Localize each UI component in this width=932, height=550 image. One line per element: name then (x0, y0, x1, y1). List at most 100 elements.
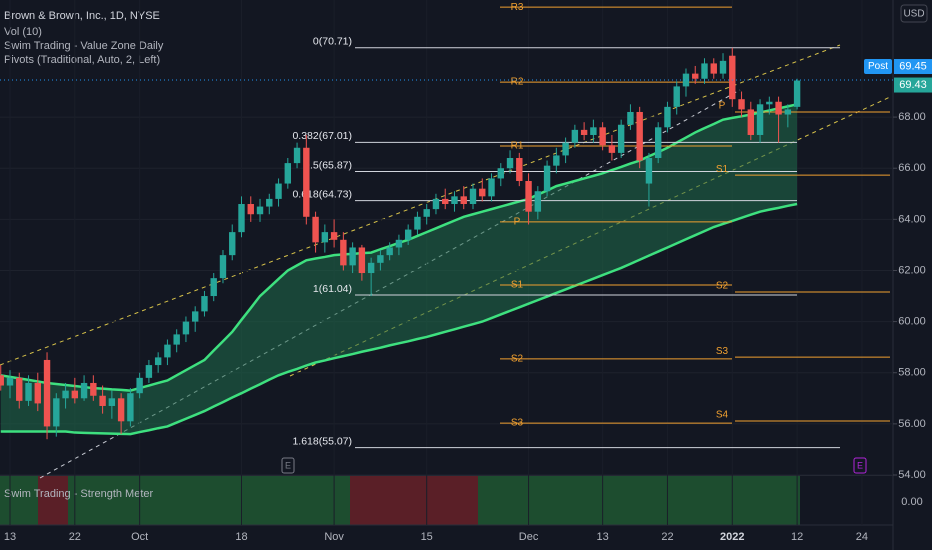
post-tag-label-bg (864, 59, 892, 75)
candle-body (0, 375, 4, 386)
candle-body (219, 255, 227, 279)
candle-body (747, 109, 754, 135)
candle-body (25, 382, 32, 401)
pivot-label: S2 (716, 281, 729, 292)
pivot-label: S3 (511, 418, 524, 429)
x-tick-label: 2022 (720, 531, 744, 543)
candle-body (766, 101, 773, 105)
candle-body (340, 239, 347, 266)
candle-body (145, 365, 153, 378)
candle-body (16, 377, 23, 401)
currency-box[interactable] (900, 4, 928, 23)
candle-body (275, 183, 282, 199)
candle-body (673, 86, 680, 107)
pivot-label: R1 (511, 141, 524, 152)
pivot-label: P (719, 101, 726, 112)
x-tick-label: 13 (597, 531, 609, 543)
candle-body (349, 247, 356, 266)
candle-body (432, 198, 440, 210)
candle-body (43, 359, 51, 427)
candle-body (386, 247, 393, 256)
candles (0, 47, 801, 440)
candle-body (367, 262, 375, 274)
fib-label: 0(70.71) (313, 36, 352, 48)
x-tick-label: 22 (69, 531, 81, 543)
candle-body (210, 278, 217, 297)
strength-meter-blocks (0, 475, 893, 525)
candle-body (451, 196, 458, 205)
candle-body (423, 209, 430, 217)
candle-body (701, 63, 708, 79)
fib-label: 1.618(55.07) (292, 435, 352, 447)
earnings-box (281, 457, 295, 474)
candle-body (442, 198, 449, 205)
x-tick-label: Dec (519, 531, 539, 543)
pivot-label: R2 (511, 77, 524, 88)
y-tick-label: 66.00 (898, 162, 926, 174)
candle-body (756, 104, 764, 135)
candle-body (636, 111, 643, 161)
indicator-label: Swim Trading - Value Zone Daily (4, 40, 164, 52)
candle-body (784, 109, 792, 115)
candle-body (53, 398, 60, 427)
pivot-label: S1 (716, 164, 729, 175)
candle-body (692, 73, 699, 79)
candle-body (775, 101, 782, 115)
candle-body (479, 188, 486, 197)
meter-block (68, 476, 350, 525)
candle-body (617, 124, 625, 153)
candle-body (117, 398, 125, 422)
candle-body (729, 55, 736, 100)
pivot-label: R3 (511, 2, 524, 13)
candle-body (488, 178, 495, 197)
candle-body (719, 60, 727, 74)
candle-body (238, 204, 245, 233)
post-tag-value: 69.45 (899, 60, 927, 72)
pivot-label: S4 (716, 410, 729, 421)
x-tick-label: 24 (856, 531, 868, 543)
candle-body (136, 377, 143, 394)
axes: 54.00 56.00 58.00 60.00 62.00 64.00 66.00 68.00… (0, 59, 932, 543)
y-tick-label: 54.00 (898, 469, 926, 481)
candle-body (377, 255, 384, 263)
candle-body (655, 127, 662, 158)
indicator-label: Pivots (Traditional, Auto, 2, Left) (4, 54, 160, 66)
candle-body (404, 229, 412, 240)
candle-body (543, 165, 551, 192)
y-tick-label: 62.00 (898, 264, 926, 276)
pivot-label: S2 (511, 354, 524, 365)
candle-body (247, 204, 254, 215)
earnings-label: E (285, 460, 291, 470)
fib-label: 0.5(65.87) (304, 159, 352, 171)
candle-body (599, 127, 606, 146)
post-tag-label: Post (868, 61, 888, 72)
candle-body (562, 142, 569, 156)
candle-body (229, 232, 236, 256)
candle-body (525, 181, 532, 212)
candle-body (127, 393, 134, 422)
candle-body (80, 382, 88, 399)
zone-area (0, 104, 798, 435)
candle-body (553, 155, 560, 166)
strength-meter-title: Swim Trading - Strength Meter (4, 488, 154, 500)
candle-body (414, 216, 421, 230)
candle-body (164, 344, 171, 358)
x-tick-label: 15 (421, 531, 433, 543)
candle-body (664, 106, 671, 128)
candle-body (497, 168, 504, 179)
meter-block (350, 476, 478, 525)
candle-body (627, 111, 634, 125)
fib-label: 1(61.04) (313, 283, 352, 295)
chart-title: Brown & Brown, Inc., 1D, NYSE (4, 10, 160, 22)
earnings-label: E (857, 460, 863, 470)
candle-body (312, 216, 319, 243)
candle-body (192, 311, 199, 322)
meter-tick-label: 0.00 (901, 496, 922, 508)
candle-body (266, 198, 273, 207)
post-tag-bg (894, 59, 932, 75)
candle-body (284, 163, 291, 184)
candle-body (293, 147, 301, 164)
x-tick-label: 22 (661, 531, 673, 543)
